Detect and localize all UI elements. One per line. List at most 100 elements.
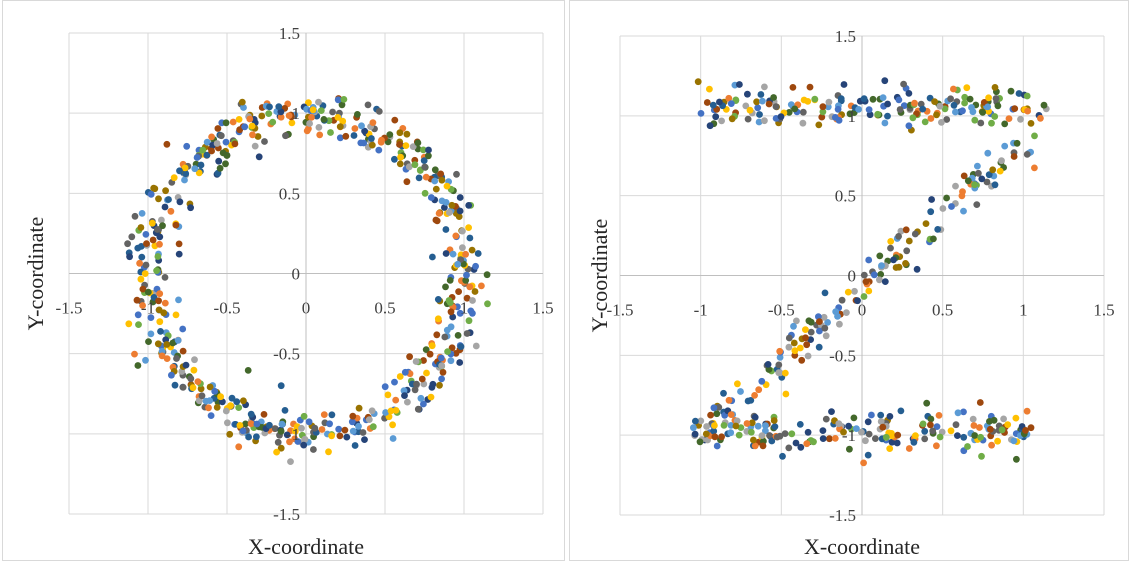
data-point (208, 147, 216, 155)
data-point (483, 271, 491, 279)
data-point (165, 196, 172, 203)
data-point (1000, 415, 1007, 423)
data-point (744, 397, 752, 405)
data-point (242, 420, 249, 428)
data-point (175, 250, 183, 258)
y-tick-label: -1 (286, 425, 300, 444)
data-point (412, 358, 420, 365)
data-point (963, 84, 971, 92)
data-point (986, 425, 994, 433)
data-point (194, 378, 202, 385)
data-point (283, 431, 291, 439)
data-point (438, 197, 446, 205)
data-point (422, 346, 430, 353)
data-point (203, 138, 211, 146)
data-point (172, 221, 180, 229)
data-point (447, 357, 455, 365)
data-point (985, 94, 992, 102)
data-point (382, 409, 389, 416)
data-point (865, 430, 873, 438)
data-point (261, 138, 268, 145)
data-point (228, 394, 236, 402)
data-point (879, 423, 887, 431)
data-point (438, 362, 446, 370)
x-tick-label: 1 (460, 299, 469, 318)
data-point (163, 341, 171, 348)
data-point (804, 352, 812, 360)
data-point (1031, 132, 1038, 140)
data-point (427, 393, 435, 401)
data-point (775, 369, 783, 377)
data-point (845, 422, 852, 430)
y-tick-label: -1.5 (273, 505, 300, 524)
data-point (960, 172, 968, 180)
data-point (887, 238, 895, 245)
data-point (799, 108, 807, 116)
data-point (191, 165, 199, 173)
data-point (222, 119, 230, 127)
y-tick-label: 0.5 (835, 187, 856, 206)
data-point (725, 396, 733, 404)
data-point (803, 341, 811, 349)
data-point (253, 420, 261, 428)
x-tick-label: -0.5 (768, 301, 795, 320)
data-point (417, 394, 425, 402)
data-point (952, 421, 960, 429)
data-point (1004, 421, 1012, 428)
data-point (834, 105, 842, 113)
data-point (900, 80, 907, 88)
data-point (396, 141, 403, 148)
data-point (154, 340, 162, 348)
data-point (235, 443, 243, 451)
data-point (835, 117, 843, 124)
data-point (765, 366, 773, 373)
data-point (124, 240, 131, 248)
data-point (336, 123, 344, 130)
data-point (456, 359, 464, 366)
data-point (909, 114, 917, 122)
data-point (754, 422, 762, 430)
data-point (173, 355, 180, 362)
data-point (772, 103, 780, 110)
data-point (286, 438, 293, 446)
data-point (308, 114, 315, 121)
data-point (905, 90, 913, 97)
data-point (457, 343, 465, 350)
data-point (300, 412, 308, 420)
data-point (744, 115, 752, 123)
data-point (779, 452, 786, 460)
data-point (315, 98, 322, 106)
data-point (413, 380, 420, 388)
data-point (145, 338, 152, 345)
data-point (222, 138, 230, 146)
data-point (421, 163, 429, 171)
data-point (139, 285, 147, 293)
data-point (991, 84, 999, 91)
data-point (195, 169, 203, 177)
data-point (703, 423, 710, 430)
data-point (1027, 424, 1035, 432)
data-point (804, 98, 812, 105)
data-point (706, 85, 713, 93)
data-point (197, 161, 205, 169)
data-point (126, 253, 133, 261)
data-point (441, 204, 448, 211)
data-point (179, 347, 187, 355)
data-point (712, 113, 720, 121)
data-point (375, 108, 383, 115)
data-point (403, 178, 411, 186)
data-point (156, 290, 164, 298)
data-point (303, 127, 311, 135)
data-point (465, 202, 473, 209)
data-point (831, 435, 839, 442)
data-point (923, 399, 931, 407)
data-point (692, 417, 699, 425)
data-point (155, 306, 163, 314)
data-point (213, 140, 221, 147)
data-point (697, 417, 705, 425)
data-point (747, 428, 755, 436)
data-point (791, 352, 799, 359)
data-point (775, 361, 783, 369)
data-point (351, 125, 359, 132)
x-tick-label: 0 (302, 299, 311, 318)
